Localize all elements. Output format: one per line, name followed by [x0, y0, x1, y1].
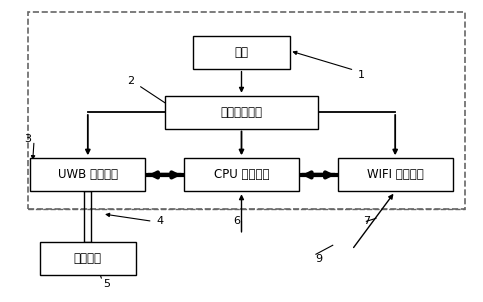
Bar — [28, 12, 465, 209]
Text: 4: 4 — [156, 216, 163, 226]
Bar — [30, 159, 145, 191]
Text: 5: 5 — [103, 279, 111, 289]
Text: UWB 定位单元: UWB 定位单元 — [58, 169, 118, 182]
Bar — [184, 159, 299, 191]
Text: 定向天线: 定向天线 — [74, 252, 102, 265]
Text: 3: 3 — [24, 134, 31, 144]
Bar — [40, 242, 136, 275]
Text: WIFI 通讯组件: WIFI 通讯组件 — [367, 169, 424, 182]
Bar — [338, 159, 453, 191]
Text: CPU 控制模块: CPU 控制模块 — [214, 169, 269, 182]
Text: 本安电源模块: 本安电源模块 — [221, 106, 262, 119]
Bar — [194, 36, 289, 69]
Text: 9: 9 — [315, 254, 322, 264]
Text: 1: 1 — [358, 70, 365, 80]
Text: 电池: 电池 — [235, 46, 248, 59]
Text: 2: 2 — [128, 76, 135, 86]
Text: 6: 6 — [233, 216, 240, 226]
Bar — [165, 96, 318, 129]
Text: 7: 7 — [363, 216, 370, 226]
